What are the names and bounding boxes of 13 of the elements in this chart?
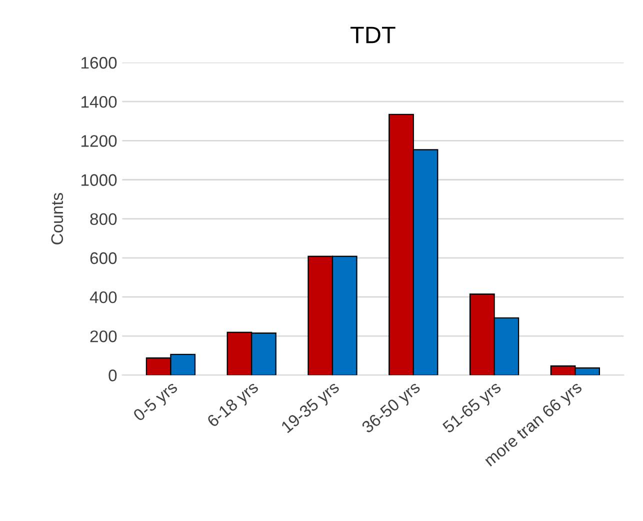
y-tick-label: 800	[90, 213, 117, 226]
y-tick-label: 0	[108, 370, 117, 382]
x-tick-label: 6-18 yrs	[206, 380, 262, 430]
y-tick-label: 1000	[82, 174, 117, 186]
chart-title: TDT	[350, 26, 396, 44]
y-tick-label: 1400	[82, 96, 117, 108]
x-tick-label: 0-5 yrs	[132, 380, 180, 424]
y-tick-label: 1200	[82, 135, 117, 147]
y-tick-label: 400	[90, 291, 117, 304]
y-tick-label: 1600	[82, 56, 117, 69]
y-axis-title: Counts	[51, 193, 64, 244]
y-tick-label: 200	[90, 330, 117, 342]
y-tick-label: 600	[90, 252, 117, 264]
